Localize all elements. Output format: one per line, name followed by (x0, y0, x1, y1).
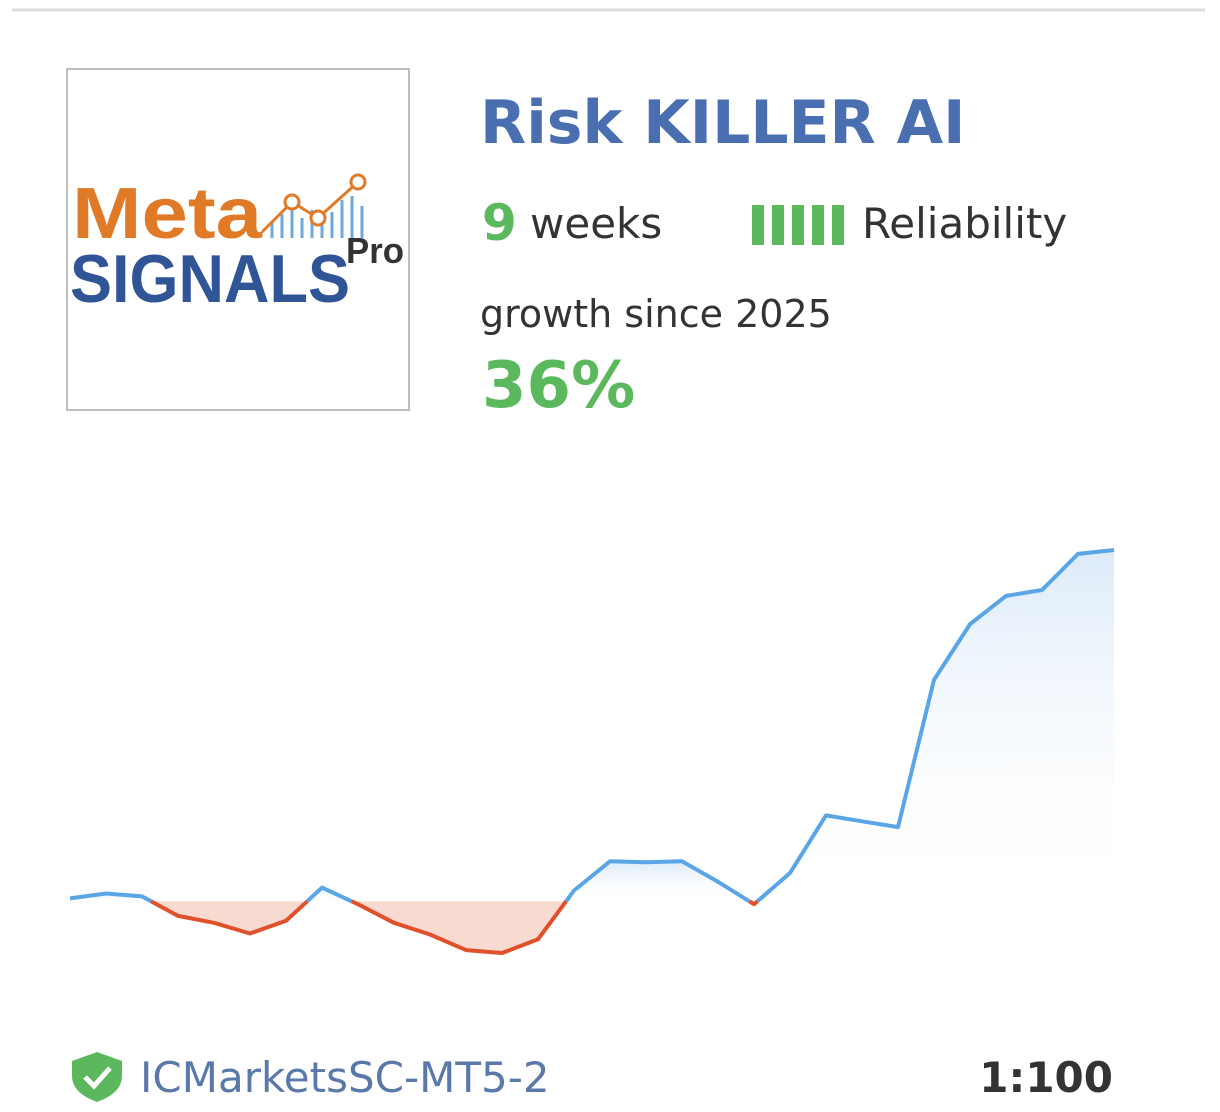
verified-shield (72, 1052, 122, 1102)
line-down (150, 899, 309, 936)
signal-title[interactable]: Risk KILLER AI (480, 88, 965, 158)
logo-meta: Meta (72, 174, 263, 254)
area-up (70, 893, 151, 902)
logo-signals: SIGNALS (70, 241, 350, 317)
sparkline (69, 548, 1115, 955)
area-up (757, 550, 1114, 902)
logo-box (66, 68, 410, 411)
line-up (305, 885, 353, 904)
line-down (350, 899, 568, 955)
reliability-label: Reliability (862, 199, 1067, 248)
line-down (748, 899, 759, 907)
line-up (69, 891, 152, 904)
leverage: 1:100 (979, 1053, 1113, 1102)
area-down (351, 901, 567, 953)
growth-caption: growth since 2025 (480, 292, 832, 336)
age-unit: weeks (530, 199, 662, 248)
logo-graphic (260, 173, 367, 238)
line-up (564, 859, 751, 903)
area-up (566, 861, 750, 902)
age-count: 9 (482, 194, 517, 252)
reliability-bars (752, 205, 844, 245)
line-up (756, 548, 1115, 903)
growth-value: 36% (482, 349, 635, 423)
logo-pro: Pro (346, 230, 404, 271)
server-name[interactable]: ICMarketsSC-MT5-2 (140, 1053, 550, 1102)
